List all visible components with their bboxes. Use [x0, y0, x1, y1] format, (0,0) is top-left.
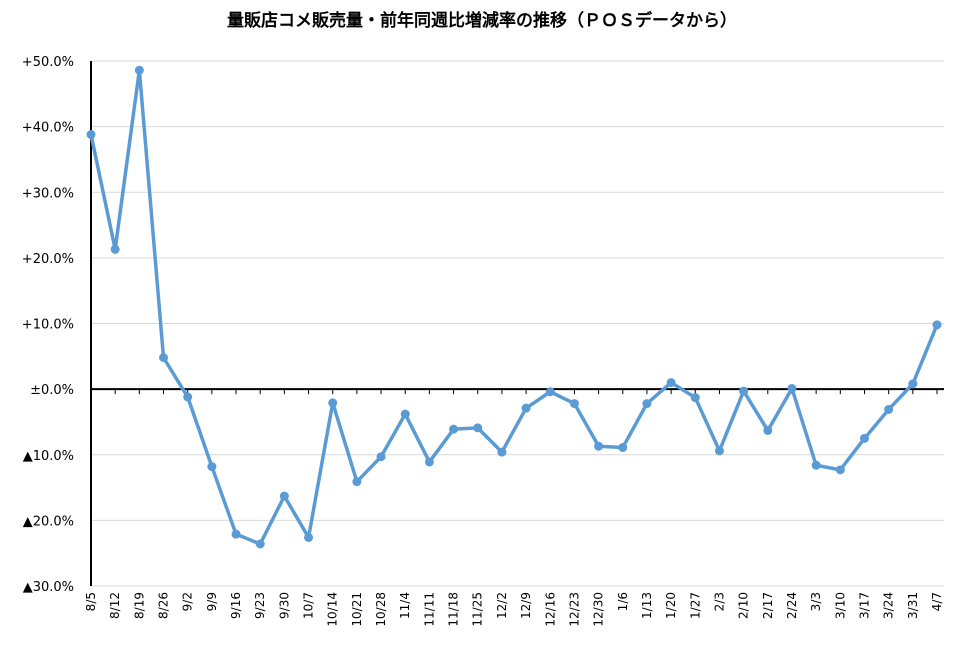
gridlines: [91, 60, 944, 587]
y-tick-label: ▲10.0%: [23, 449, 74, 464]
data-point: [497, 447, 507, 457]
x-tick-label: 1/13: [640, 592, 654, 619]
x-tick-label: 2/17: [761, 592, 775, 619]
x-tick-label: 12/2: [495, 592, 509, 619]
x-tick-label: 3/10: [833, 592, 847, 619]
x-tick-label: 8/12: [108, 592, 122, 619]
x-tick-label: 9/9: [205, 592, 219, 611]
y-tick-label: +20.0%: [22, 252, 74, 267]
data-point: [134, 65, 144, 75]
x-tick-label: 12/9: [519, 592, 533, 619]
x-tick-label: 9/16: [229, 592, 243, 619]
x-tick-label: 9/2: [181, 592, 195, 611]
data-series: [86, 65, 942, 549]
x-tick-labels: 8/5 8/12 8/19 8/26 9/2 9/9 9/16 9/23 9/30 10/7 10/…: [84, 592, 944, 627]
data-point: [545, 387, 555, 397]
data-point: [787, 383, 797, 393]
data-point: [110, 244, 120, 254]
x-tick-label: 11/18: [447, 592, 461, 627]
data-point: [932, 320, 942, 330]
y-tick-label: +40.0%: [22, 121, 74, 136]
x-tick-label: 10/14: [326, 592, 340, 627]
data-point: [400, 409, 410, 419]
y-tick-label: +10.0%: [22, 318, 74, 333]
data-point: [352, 477, 362, 487]
data-point: [521, 403, 531, 413]
data-point: [183, 392, 193, 402]
data-point: [207, 462, 217, 472]
x-tick-label: 2/24: [785, 592, 799, 619]
y-tick-label: ±0.0%: [30, 383, 74, 398]
x-tick-label: 10/28: [374, 592, 388, 627]
x-tick-label: 9/23: [253, 592, 267, 619]
data-point: [908, 379, 918, 389]
x-tick-label: 1/20: [664, 592, 678, 619]
x-tick-label: 8/26: [157, 592, 171, 619]
y-tick-label: +30.0%: [22, 186, 74, 201]
x-tick-label: 4/7: [930, 592, 944, 611]
data-point: [594, 441, 604, 451]
data-point: [328, 398, 338, 408]
y-tick-label: ▲30.0%: [23, 580, 74, 595]
x-tick-label: 3/17: [857, 592, 871, 619]
data-point: [569, 399, 579, 409]
data-point: [449, 424, 459, 434]
data-point: [231, 529, 241, 539]
x-tick-label: 12/16: [543, 592, 557, 627]
x-tick-label: 9/30: [277, 592, 291, 619]
data-point: [690, 393, 700, 403]
data-point: [618, 443, 628, 453]
x-tick-label: 3/24: [882, 592, 896, 619]
x-tick-label: 12/23: [567, 592, 581, 627]
data-point: [473, 423, 483, 433]
data-point: [304, 532, 314, 542]
x-tick-label: 10/7: [302, 592, 316, 619]
data-point: [884, 404, 894, 414]
data-point: [424, 457, 434, 467]
data-point: [279, 491, 289, 501]
x-tick-label: 11/4: [398, 592, 412, 619]
data-point: [255, 539, 265, 549]
data-point: [642, 399, 652, 409]
x-tick-label: 12/30: [592, 592, 606, 627]
x-tick-label: 2/3: [712, 592, 726, 611]
data-point: [811, 460, 821, 470]
series-line: [89, 68, 939, 546]
data-point: [859, 433, 869, 443]
x-tick-label: 11/11: [422, 592, 436, 627]
y-tick-label: +50.0%: [22, 55, 74, 70]
x-tick-label: 10/21: [350, 592, 364, 627]
data-point: [666, 378, 676, 388]
x-tick-label: 2/10: [737, 592, 751, 619]
x-tick-label: 8/5: [84, 592, 98, 611]
x-tick-label: 1/27: [688, 592, 702, 619]
y-tick-labels: +50.0% +40.0% +30.0% +20.0% +10.0% ±0.0% ▲10.0…: [22, 55, 74, 595]
data-point: [159, 353, 169, 363]
x-tick-label: 3/31: [906, 592, 920, 619]
data-point: [739, 386, 749, 396]
x-tick-label: 1/6: [616, 592, 630, 611]
data-point: [763, 425, 773, 435]
y-tick-label: ▲20.0%: [23, 514, 74, 529]
data-point: [835, 465, 845, 475]
x-tick-label: 11/25: [471, 592, 485, 627]
chart-title: 量販店コメ販売量・前年同週比増減率の推移（ＰＯＳデータから）: [227, 11, 737, 31]
x-tick-label: 8/19: [132, 592, 146, 619]
x-tick-label: 3/3: [809, 592, 823, 611]
data-point: [714, 446, 724, 456]
data-point: [376, 452, 386, 462]
data-point: [86, 130, 96, 139]
